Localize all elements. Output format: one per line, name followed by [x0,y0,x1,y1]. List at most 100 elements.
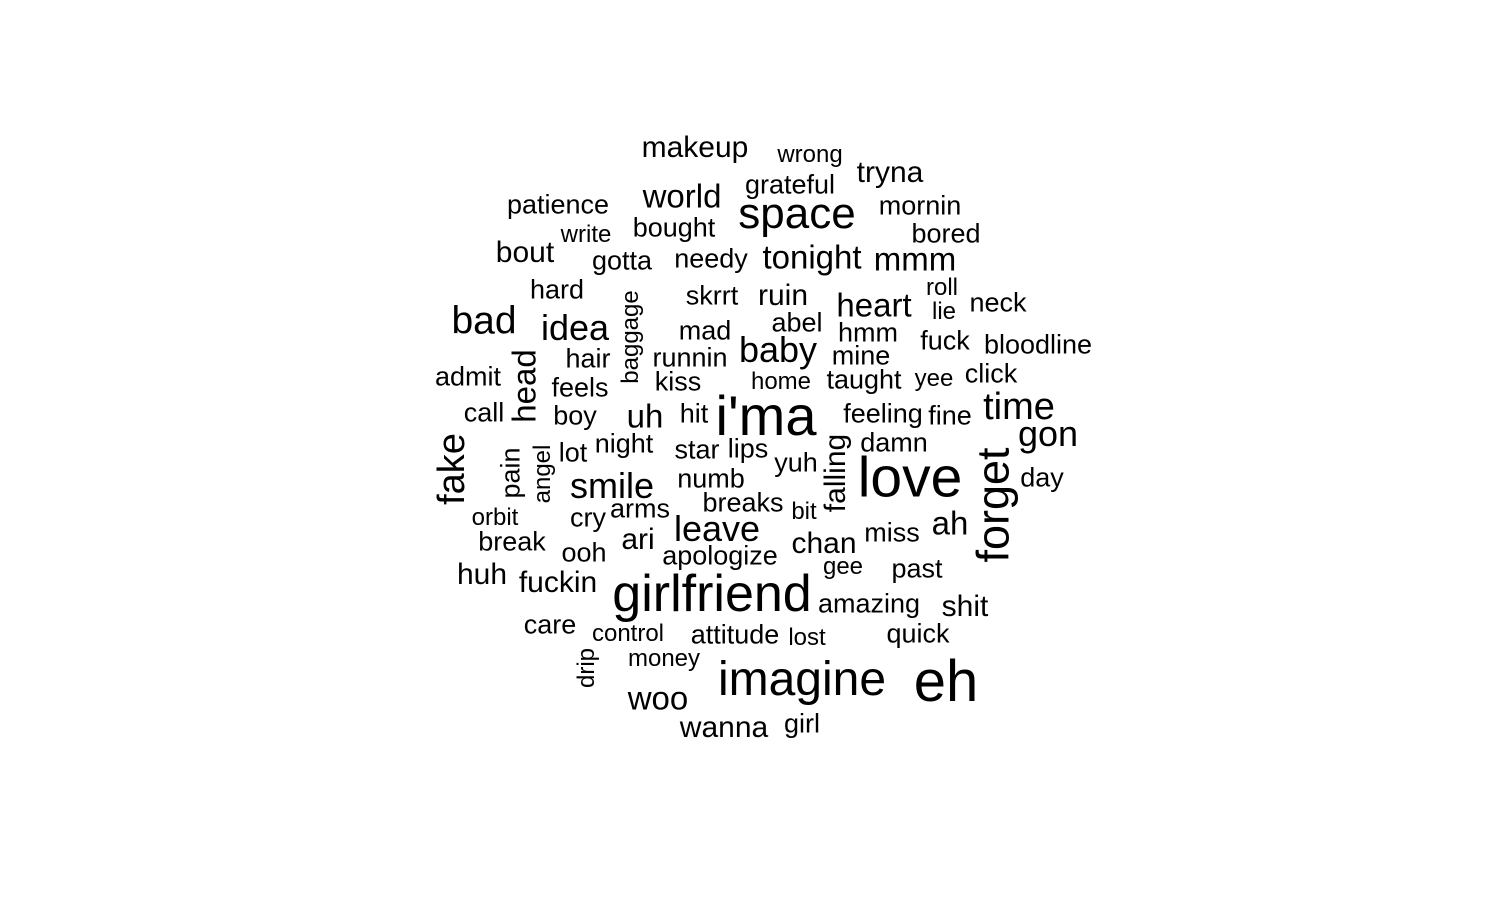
word-hard: hard [529,274,585,305]
word-miss: miss [864,517,920,548]
word-bit: bit [791,498,817,525]
word-gee: gee [822,553,864,580]
word-drip: drip [573,647,600,689]
word-hair: hair [565,343,611,374]
word-orbit: orbit [471,504,519,531]
word-ah: ah [931,504,969,542]
word-night: night [594,428,654,459]
word-feeling: feeling [843,398,923,429]
word-hmm: hmm [838,317,898,348]
word-runnin: runnin [652,342,728,373]
word-girlfriend: girlfriend [612,565,812,623]
word-mmm: mmm [873,240,957,278]
word-falling: falling [819,433,852,513]
word-lie: lie [931,298,957,325]
word-baggage: baggage [617,290,644,384]
word-wrong: wrong [777,141,843,168]
word-ruin: ruin [757,279,809,312]
word-hit: hit [679,398,709,429]
word-tryna: tryna [856,156,924,189]
word-yuh: yuh [774,447,818,478]
word-girl: girl [783,708,821,739]
word-leave: leave [673,508,761,549]
word-shit: shit [941,590,989,623]
word-damn: damn [860,427,928,458]
word-lot: lot [558,437,588,468]
word-patience: patience [506,189,610,220]
word-numb: numb [677,463,745,494]
word-i-ma: i'ma [715,384,817,447]
word-smile: smile [569,465,655,506]
word-space: space [738,189,856,238]
word-pain: pain [495,447,526,499]
word-fine: fine [928,400,972,431]
word-cry: cry [570,502,606,533]
word-past: past [891,553,943,584]
word-eh: eh [913,649,979,714]
word-fuckin: fuckin [518,566,598,599]
word-imagine: imagine [717,653,887,706]
word-bad: bad [451,299,517,343]
word-huh: huh [456,558,508,591]
word-quick: quick [886,618,950,649]
word-apologize: apologize [662,540,778,571]
word-idea: idea [540,307,610,348]
word-gotta: gotta [591,245,653,276]
word-needy: needy [674,243,748,274]
word-mine: mine [831,340,891,371]
word-ari: ari [621,523,655,556]
word-ooh: ooh [561,537,607,568]
word-break: break [478,526,546,557]
word-love: love [857,445,963,510]
word-forget: forget [967,447,1019,563]
word-star: star [674,434,720,465]
word-chan: chan [791,527,857,560]
word-roll: roll [925,274,959,301]
word-bought: bought [632,212,716,243]
word-fake: fake [431,433,473,505]
word-yee: yee [914,365,954,392]
word-arms: arms [610,493,670,524]
word-gon: gon [1017,413,1079,454]
word-attitude: attitude [690,619,780,650]
word-taught: taught [826,364,902,395]
word-bloodline: bloodline [983,329,1093,360]
word-day: day [1020,462,1064,493]
word-makeup: makeup [641,131,749,164]
word-world: world [642,177,722,215]
word-boy: boy [553,400,597,431]
word-admit: admit [434,361,502,392]
word-lost: lost [788,624,826,651]
word-neck: neck [969,287,1027,318]
word-head: head [505,349,543,423]
word-home: home [750,368,812,395]
word-uh: uh [626,397,664,435]
word-bout: bout [495,236,555,269]
word-amazing: amazing [817,588,921,619]
word-money: money [627,645,701,672]
word-call: call [463,397,505,428]
word-click: click [964,358,1018,389]
word-tonight: tonight [762,238,862,276]
word-time: time [983,386,1055,428]
word-baby: baby [738,329,818,370]
word-lips: lips [727,433,769,464]
word-abel: abel [771,307,823,338]
word-fuck: fuck [920,325,970,356]
word-write: write [560,221,612,248]
word-angel: angel [529,444,556,504]
word-bored: bored [911,218,981,249]
word-kiss: kiss [654,366,702,397]
word-woo: woo [627,679,689,717]
word-breaks: breaks [702,487,784,518]
word-wanna: wanna [679,711,769,744]
word-control: control [591,620,665,647]
word-mornin: mornin [878,190,962,221]
word-mad: mad [678,315,732,346]
word-care: care [523,609,577,640]
word-grateful: grateful [744,169,836,200]
word-feels: feels [551,372,609,403]
word-heart: heart [836,286,912,324]
word-skrrt: skrrt [685,280,739,311]
